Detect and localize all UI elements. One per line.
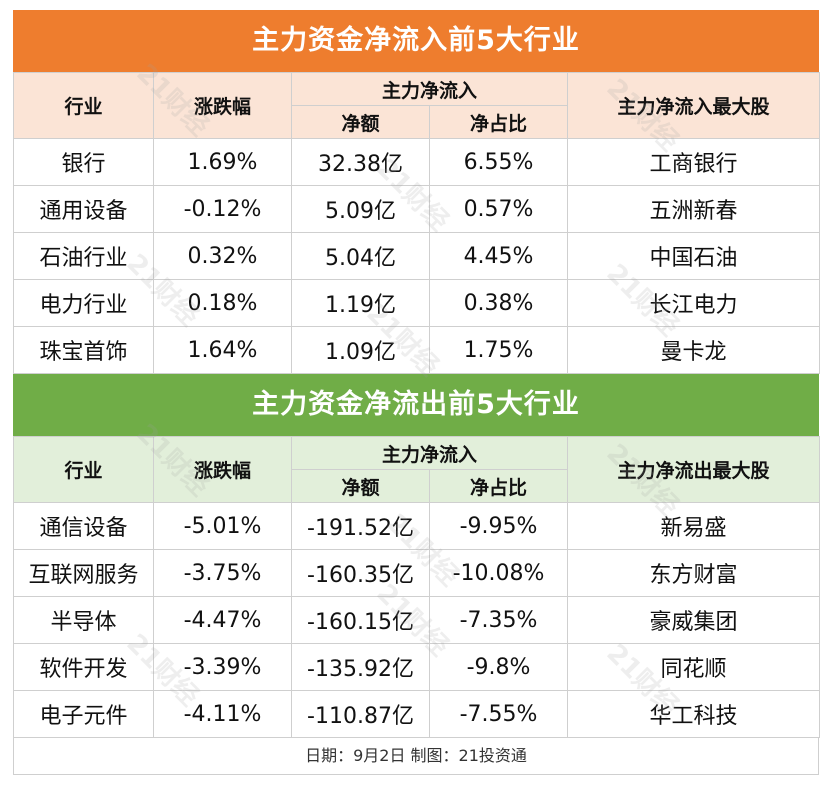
table-row: 软件开发 -3.39% -135.92亿 -9.8% 同花顺 <box>13 643 821 691</box>
cell-top-stock: 豪威集团 <box>567 596 821 644</box>
header-net: 净额 <box>291 105 430 139</box>
cell-industry: 半导体 <box>13 596 154 644</box>
cell-net: 32.38亿 <box>291 138 430 186</box>
cell-net: 1.19亿 <box>291 279 430 327</box>
cell-ratio: -9.95% <box>428 502 569 550</box>
cell-top-stock: 新易盛 <box>567 502 821 550</box>
cell-top-stock: 长江电力 <box>567 279 821 327</box>
cell-industry: 石油行业 <box>13 232 154 280</box>
inflow-title: 主力资金净流入前5大行业 <box>13 10 819 72</box>
header-flow-group: 主力净流入 <box>290 72 569 106</box>
cell-ratio: 4.45% <box>428 232 569 280</box>
header-flow-group: 主力净流入 <box>290 436 569 470</box>
table-row: 通用设备 -0.12% 5.09亿 0.57% 五洲新春 <box>13 185 821 233</box>
table-row: 石油行业 0.32% 5.04亿 4.45% 中国石油 <box>13 232 821 280</box>
cell-change: 0.32% <box>153 232 292 280</box>
header-change: 涨跌幅 <box>153 72 292 139</box>
table-row: 通信设备 -5.01% -191.52亿 -9.95% 新易盛 <box>13 502 821 550</box>
table-row: 电子元件 -4.11% -110.87亿 -7.55% 华工科技 <box>13 690 821 738</box>
cell-top-stock: 曼卡龙 <box>567 326 821 374</box>
cell-net: 1.09亿 <box>291 326 430 374</box>
header-top-stock: 主力净流出最大股 <box>567 436 821 503</box>
cell-industry: 互联网服务 <box>13 549 154 597</box>
header-net: 净额 <box>291 469 430 503</box>
cell-net: -191.52亿 <box>291 502 430 550</box>
cell-change: -5.01% <box>153 502 292 550</box>
header-ratio: 净占比 <box>428 105 569 139</box>
header-ratio: 净占比 <box>428 469 569 503</box>
table-row: 珠宝首饰 1.64% 1.09亿 1.75% 曼卡龙 <box>13 326 821 374</box>
cell-top-stock: 华工科技 <box>567 690 821 738</box>
cell-top-stock: 中国石油 <box>567 232 821 280</box>
cell-ratio: -10.08% <box>428 549 569 597</box>
cell-ratio: 0.38% <box>428 279 569 327</box>
outflow-table: 行业 涨跌幅 主力净流入 主力净流出最大股 净额 净占比 通信设备 -5.01% -… <box>13 436 821 738</box>
cell-top-stock: 同花顺 <box>567 643 821 691</box>
cell-ratio: -9.8% <box>428 643 569 691</box>
header-industry: 行业 <box>13 72 154 139</box>
cell-ratio: -7.35% <box>428 596 569 644</box>
inflow-table: 行业 涨跌幅 主力净流入 主力净流入最大股 净额 净占比 银行 1.69% 32.3… <box>13 72 821 374</box>
cell-ratio: 1.75% <box>428 326 569 374</box>
cell-change: 1.69% <box>153 138 292 186</box>
cell-industry: 软件开发 <box>13 643 154 691</box>
cell-change: 0.18% <box>153 279 292 327</box>
cell-net: 5.04亿 <box>291 232 430 280</box>
cell-industry: 通信设备 <box>13 502 154 550</box>
cell-change: -4.47% <box>153 596 292 644</box>
cell-top-stock: 东方财富 <box>567 549 821 597</box>
cell-industry: 电力行业 <box>13 279 154 327</box>
cell-top-stock: 五洲新春 <box>567 185 821 233</box>
cell-industry: 珠宝首饰 <box>13 326 154 374</box>
table-row: 电力行业 0.18% 1.19亿 0.38% 长江电力 <box>13 279 821 327</box>
cell-change: -4.11% <box>153 690 292 738</box>
cell-net: -160.35亿 <box>291 549 430 597</box>
cell-change: -3.39% <box>153 643 292 691</box>
header-top-stock: 主力净流入最大股 <box>567 72 821 139</box>
capital-flow-infographic: 主力资金净流入前5大行业 行业 涨跌幅 主力净流入 主力净流入最大股 净额 净占… <box>13 10 821 775</box>
cell-industry: 银行 <box>13 138 154 186</box>
cell-net: -110.87亿 <box>291 690 430 738</box>
table-row: 互联网服务 -3.75% -160.35亿 -10.08% 东方财富 <box>13 549 821 597</box>
cell-change: 1.64% <box>153 326 292 374</box>
cell-net: 5.09亿 <box>291 185 430 233</box>
cell-ratio: -7.55% <box>428 690 569 738</box>
cell-ratio: 0.57% <box>428 185 569 233</box>
cell-change: -0.12% <box>153 185 292 233</box>
header-change: 涨跌幅 <box>153 436 292 503</box>
table-row: 半导体 -4.47% -160.15亿 -7.35% 豪威集团 <box>13 596 821 644</box>
table-row: 银行 1.69% 32.38亿 6.55% 工商银行 <box>13 138 821 186</box>
cell-industry: 电子元件 <box>13 690 154 738</box>
cell-change: -3.75% <box>153 549 292 597</box>
cell-ratio: 6.55% <box>428 138 569 186</box>
cell-net: -135.92亿 <box>291 643 430 691</box>
header-industry: 行业 <box>13 436 154 503</box>
footer-credit: 日期：9月2日 制图：21投资通 <box>13 738 819 775</box>
cell-top-stock: 工商银行 <box>567 138 821 186</box>
cell-net: -160.15亿 <box>291 596 430 644</box>
cell-industry: 通用设备 <box>13 185 154 233</box>
outflow-title: 主力资金净流出前5大行业 <box>13 374 819 436</box>
